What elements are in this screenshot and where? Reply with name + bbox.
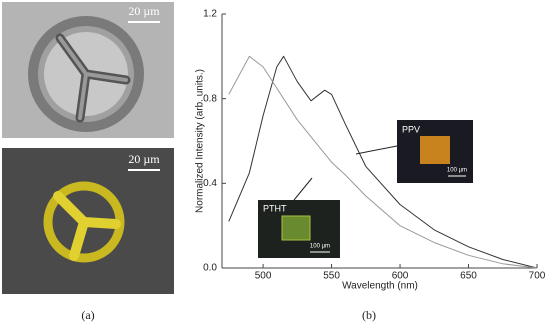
ppv-inset — [355, 120, 473, 183]
series-line — [228, 55, 538, 269]
y-tick-label: 0.0 — [203, 263, 217, 274]
x-axis-label: Wavelength (nm) — [342, 281, 418, 292]
inset-scale-label: 100 µm — [447, 168, 467, 174]
x-tick-label: 550 — [323, 271, 340, 282]
x-tick-label: 650 — [460, 271, 477, 282]
y-axis-label: Normalized Intensity (arb. units.) — [195, 69, 206, 213]
panel-label: (b) — [362, 308, 376, 322]
y-tick-label: 0.8 — [203, 93, 217, 104]
y-tick-label: 1.2 — [203, 9, 217, 20]
x-tick-label: 600 — [392, 271, 409, 282]
x-tick-label: 500 — [255, 271, 272, 282]
inset-label: PTHT — [263, 203, 287, 213]
sem-image — [2, 2, 174, 138]
scale-bar-label: 20 µm — [128, 4, 160, 18]
x-tick-label: 700 — [529, 271, 546, 282]
y-tick-label: 0.4 — [203, 178, 217, 189]
inset-label: PPV — [402, 124, 420, 134]
ptht-inset — [258, 177, 340, 258]
panel-label: (a) — [81, 308, 94, 322]
scale-bar-label: 20 µm — [128, 152, 160, 166]
render-image — [2, 148, 174, 294]
series-line — [228, 55, 538, 269]
inset-scale-label: 100 µm — [310, 244, 330, 250]
